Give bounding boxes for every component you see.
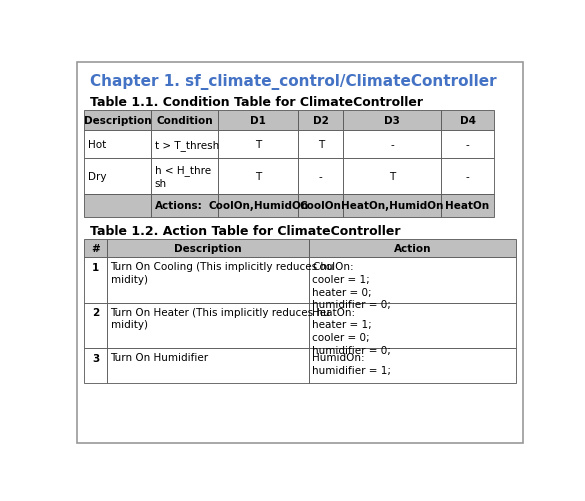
Text: HeatOn,HumidOn: HeatOn,HumidOn: [341, 201, 443, 211]
Text: CoolOn:
cooler = 1;
heater = 0;
humidifier = 0;: CoolOn: cooler = 1; heater = 0; humidifi…: [312, 262, 391, 310]
Bar: [309, 239, 516, 258]
Text: 3: 3: [92, 353, 99, 363]
Bar: [84, 194, 152, 217]
Bar: [298, 159, 343, 194]
Text: D1: D1: [250, 116, 266, 126]
Bar: [343, 131, 441, 159]
Text: T: T: [389, 172, 395, 182]
Text: CoolOn: CoolOn: [300, 201, 342, 211]
Bar: [343, 194, 441, 217]
Text: D2: D2: [313, 116, 329, 126]
Bar: [441, 111, 494, 131]
Text: -: -: [390, 140, 394, 150]
Bar: [441, 159, 494, 194]
Text: Action: Action: [394, 243, 431, 254]
Text: Chapter 1. sf_climate_control/ClimateController: Chapter 1. sf_climate_control/ClimateCon…: [90, 74, 497, 90]
Text: Turn On Heater (This implicitly reduces hu
midity): Turn On Heater (This implicitly reduces …: [111, 307, 330, 330]
Text: HumidOn:
humidifier = 1;: HumidOn: humidifier = 1;: [312, 353, 391, 375]
Bar: [152, 131, 218, 159]
Bar: [84, 159, 152, 194]
Text: D4: D4: [459, 116, 476, 126]
Bar: [343, 159, 441, 194]
Text: Hot: Hot: [88, 140, 106, 150]
Bar: [441, 131, 494, 159]
Text: Table 1.2. Action Table for ClimateController: Table 1.2. Action Table for ClimateContr…: [90, 224, 401, 237]
Text: Description: Description: [174, 243, 242, 254]
Text: t > T_thresh: t > T_thresh: [154, 140, 219, 150]
Bar: [343, 111, 441, 131]
Bar: [152, 159, 218, 194]
Text: -: -: [466, 172, 469, 182]
Text: 2: 2: [92, 308, 99, 318]
Bar: [298, 111, 343, 131]
Text: Turn On Cooling (This implicitly reduces hu
midity): Turn On Cooling (This implicitly reduces…: [111, 262, 334, 284]
Text: 1: 1: [92, 262, 99, 272]
Text: T: T: [255, 172, 261, 182]
Bar: [309, 258, 516, 303]
Bar: [298, 131, 343, 159]
Text: HeatOn: HeatOn: [445, 201, 490, 211]
Text: Actions:: Actions:: [154, 201, 202, 211]
Bar: [218, 131, 298, 159]
Bar: [84, 258, 107, 303]
Bar: [84, 111, 152, 131]
Bar: [84, 239, 107, 258]
Bar: [298, 194, 343, 217]
Text: HeatOn:
heater = 1;
cooler = 0;
humidifier = 0;: HeatOn: heater = 1; cooler = 0; humidifi…: [312, 307, 391, 355]
Text: -: -: [466, 140, 469, 150]
Text: Dry: Dry: [88, 172, 106, 182]
Bar: [107, 258, 309, 303]
Bar: [107, 349, 309, 383]
Bar: [84, 303, 107, 349]
Bar: [84, 349, 107, 383]
FancyBboxPatch shape: [77, 63, 523, 443]
Bar: [441, 194, 494, 217]
Text: CoolOn,HumidOn: CoolOn,HumidOn: [208, 201, 308, 211]
Bar: [218, 159, 298, 194]
Text: T: T: [318, 140, 324, 150]
Bar: [152, 194, 218, 217]
Bar: [152, 111, 218, 131]
Bar: [309, 303, 516, 349]
Text: -: -: [319, 172, 323, 182]
Bar: [218, 111, 298, 131]
Bar: [218, 194, 298, 217]
Bar: [84, 131, 152, 159]
Text: Table 1.1. Condition Table for ClimateController: Table 1.1. Condition Table for ClimateCo…: [90, 96, 424, 109]
Text: Condition: Condition: [157, 116, 213, 126]
Text: D3: D3: [384, 116, 400, 126]
Bar: [309, 349, 516, 383]
Bar: [107, 303, 309, 349]
Text: T: T: [255, 140, 261, 150]
Bar: [107, 239, 309, 258]
Text: h < H_thre
sh: h < H_thre sh: [154, 165, 211, 188]
Text: Turn On Humidifier: Turn On Humidifier: [111, 353, 209, 363]
Text: #: #: [91, 243, 100, 254]
Text: Description: Description: [84, 116, 152, 126]
